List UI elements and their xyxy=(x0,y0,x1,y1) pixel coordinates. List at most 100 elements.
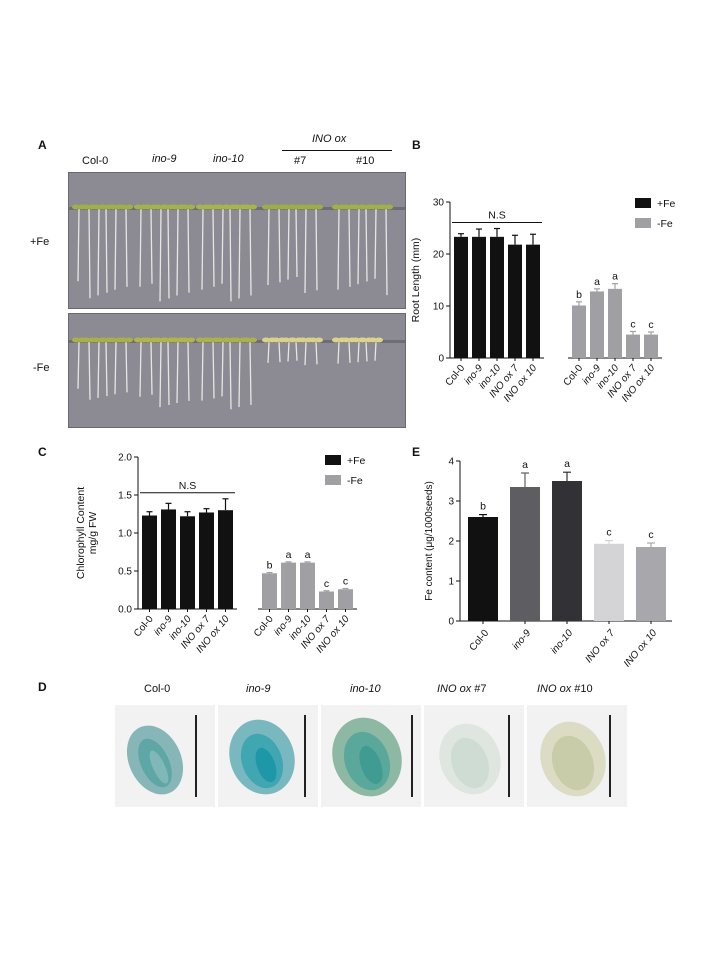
significance-letter: b xyxy=(576,289,582,301)
cotyledon xyxy=(352,204,360,210)
embryo-label-ox7: INO ox #7 xyxy=(437,683,487,695)
y-tick-label: 0 xyxy=(438,354,444,365)
seedlings-plus-fe-graphic xyxy=(69,204,405,302)
embryo-image-ino10 xyxy=(321,705,421,807)
root xyxy=(365,208,368,282)
root xyxy=(176,341,179,403)
cotyledon xyxy=(332,337,340,343)
bar xyxy=(262,573,277,609)
cotyledon xyxy=(223,337,231,343)
cotyledon xyxy=(223,204,231,210)
root xyxy=(105,341,108,397)
bar xyxy=(319,591,334,609)
root xyxy=(287,341,290,362)
significance-letter: c xyxy=(343,575,348,587)
cotyledon xyxy=(161,204,169,210)
y-tick-label: 1.0 xyxy=(118,529,132,540)
root xyxy=(357,208,360,285)
bar xyxy=(590,291,604,358)
x-tick-label: ino-9 xyxy=(511,628,534,652)
cotyledon xyxy=(342,204,350,210)
cotyledon xyxy=(181,204,189,210)
ino-ox-group-label: INO ox xyxy=(312,133,347,145)
y-tick-label: 4 xyxy=(448,457,454,468)
root xyxy=(97,341,100,398)
cotyledon xyxy=(72,204,80,210)
bar xyxy=(338,589,353,609)
cotyledon xyxy=(379,204,387,210)
bar xyxy=(472,236,486,358)
genotype-label-ino9: ino-9 xyxy=(152,153,177,165)
root xyxy=(187,341,190,401)
cotyledon xyxy=(243,204,251,210)
root xyxy=(385,208,388,296)
cotyledon xyxy=(119,204,127,210)
cotyledon xyxy=(154,204,162,210)
bar xyxy=(552,481,582,621)
root xyxy=(77,341,80,389)
cotyledon xyxy=(206,204,214,210)
cotyledon xyxy=(315,337,323,343)
y-tick-label: 1 xyxy=(448,577,454,588)
root xyxy=(167,341,170,406)
cotyledon xyxy=(342,337,350,343)
legend-label: +Fe xyxy=(347,455,366,467)
cotyledon xyxy=(359,204,367,210)
cotyledon xyxy=(359,337,367,343)
bar xyxy=(468,517,498,621)
cotyledon xyxy=(206,337,214,343)
embryo-label-col0: Col-0 xyxy=(144,683,171,695)
cotyledon xyxy=(171,204,179,210)
significance-letter: a xyxy=(594,276,600,288)
significance-letter: a xyxy=(612,271,618,283)
y-tick-label: 30 xyxy=(433,198,445,209)
significance-letter: a xyxy=(305,549,311,561)
bar xyxy=(199,512,214,609)
root xyxy=(201,341,204,401)
root xyxy=(97,208,100,296)
y-tick-label: 0.0 xyxy=(118,605,132,616)
cotyledon xyxy=(99,337,107,343)
legend-swatch xyxy=(635,198,651,208)
root xyxy=(337,341,340,364)
y-tick-label: 2 xyxy=(448,537,454,548)
bar xyxy=(180,516,195,609)
y-tick-label: 0 xyxy=(448,617,454,628)
significance-letter: b xyxy=(267,560,273,572)
cotyledon xyxy=(385,204,393,210)
root xyxy=(221,208,224,284)
cotyledon xyxy=(82,337,90,343)
root xyxy=(267,208,270,286)
cotyledon xyxy=(375,337,383,343)
panel-b-letter: B xyxy=(412,138,421,152)
cotyledon xyxy=(216,204,224,210)
cotyledon xyxy=(309,337,317,343)
genotype-label-ox10: #10 xyxy=(356,155,375,167)
cotyledon xyxy=(282,337,290,343)
root xyxy=(125,341,128,393)
y-axis-label-2: mg/g FW xyxy=(87,512,99,555)
root xyxy=(348,341,351,363)
cotyledon xyxy=(92,204,100,210)
cotyledon xyxy=(109,337,117,343)
bar xyxy=(608,288,622,358)
row-label-plus-fe: +Fe xyxy=(30,236,50,248)
cotyledon xyxy=(369,204,377,210)
bar xyxy=(300,562,315,609)
root xyxy=(159,208,162,302)
cotyledon xyxy=(282,204,290,210)
root xyxy=(315,341,318,365)
x-tick-label: Col-0 xyxy=(252,614,276,640)
significance-letter: c xyxy=(648,319,653,331)
y-tick-label: 1.5 xyxy=(118,491,132,502)
cotyledon xyxy=(92,337,100,343)
embryo-label-ino9: ino-9 xyxy=(246,683,271,695)
cotyledon xyxy=(125,337,133,343)
root xyxy=(187,208,190,293)
bar xyxy=(510,487,540,621)
root xyxy=(238,341,241,408)
cotyledon xyxy=(119,337,127,343)
fe-content-chart: 0 1 2 3 4 Fe content (μg/1000seeds) b Col-0 a ino… xyxy=(424,457,672,669)
root xyxy=(278,341,281,363)
root xyxy=(212,341,215,399)
